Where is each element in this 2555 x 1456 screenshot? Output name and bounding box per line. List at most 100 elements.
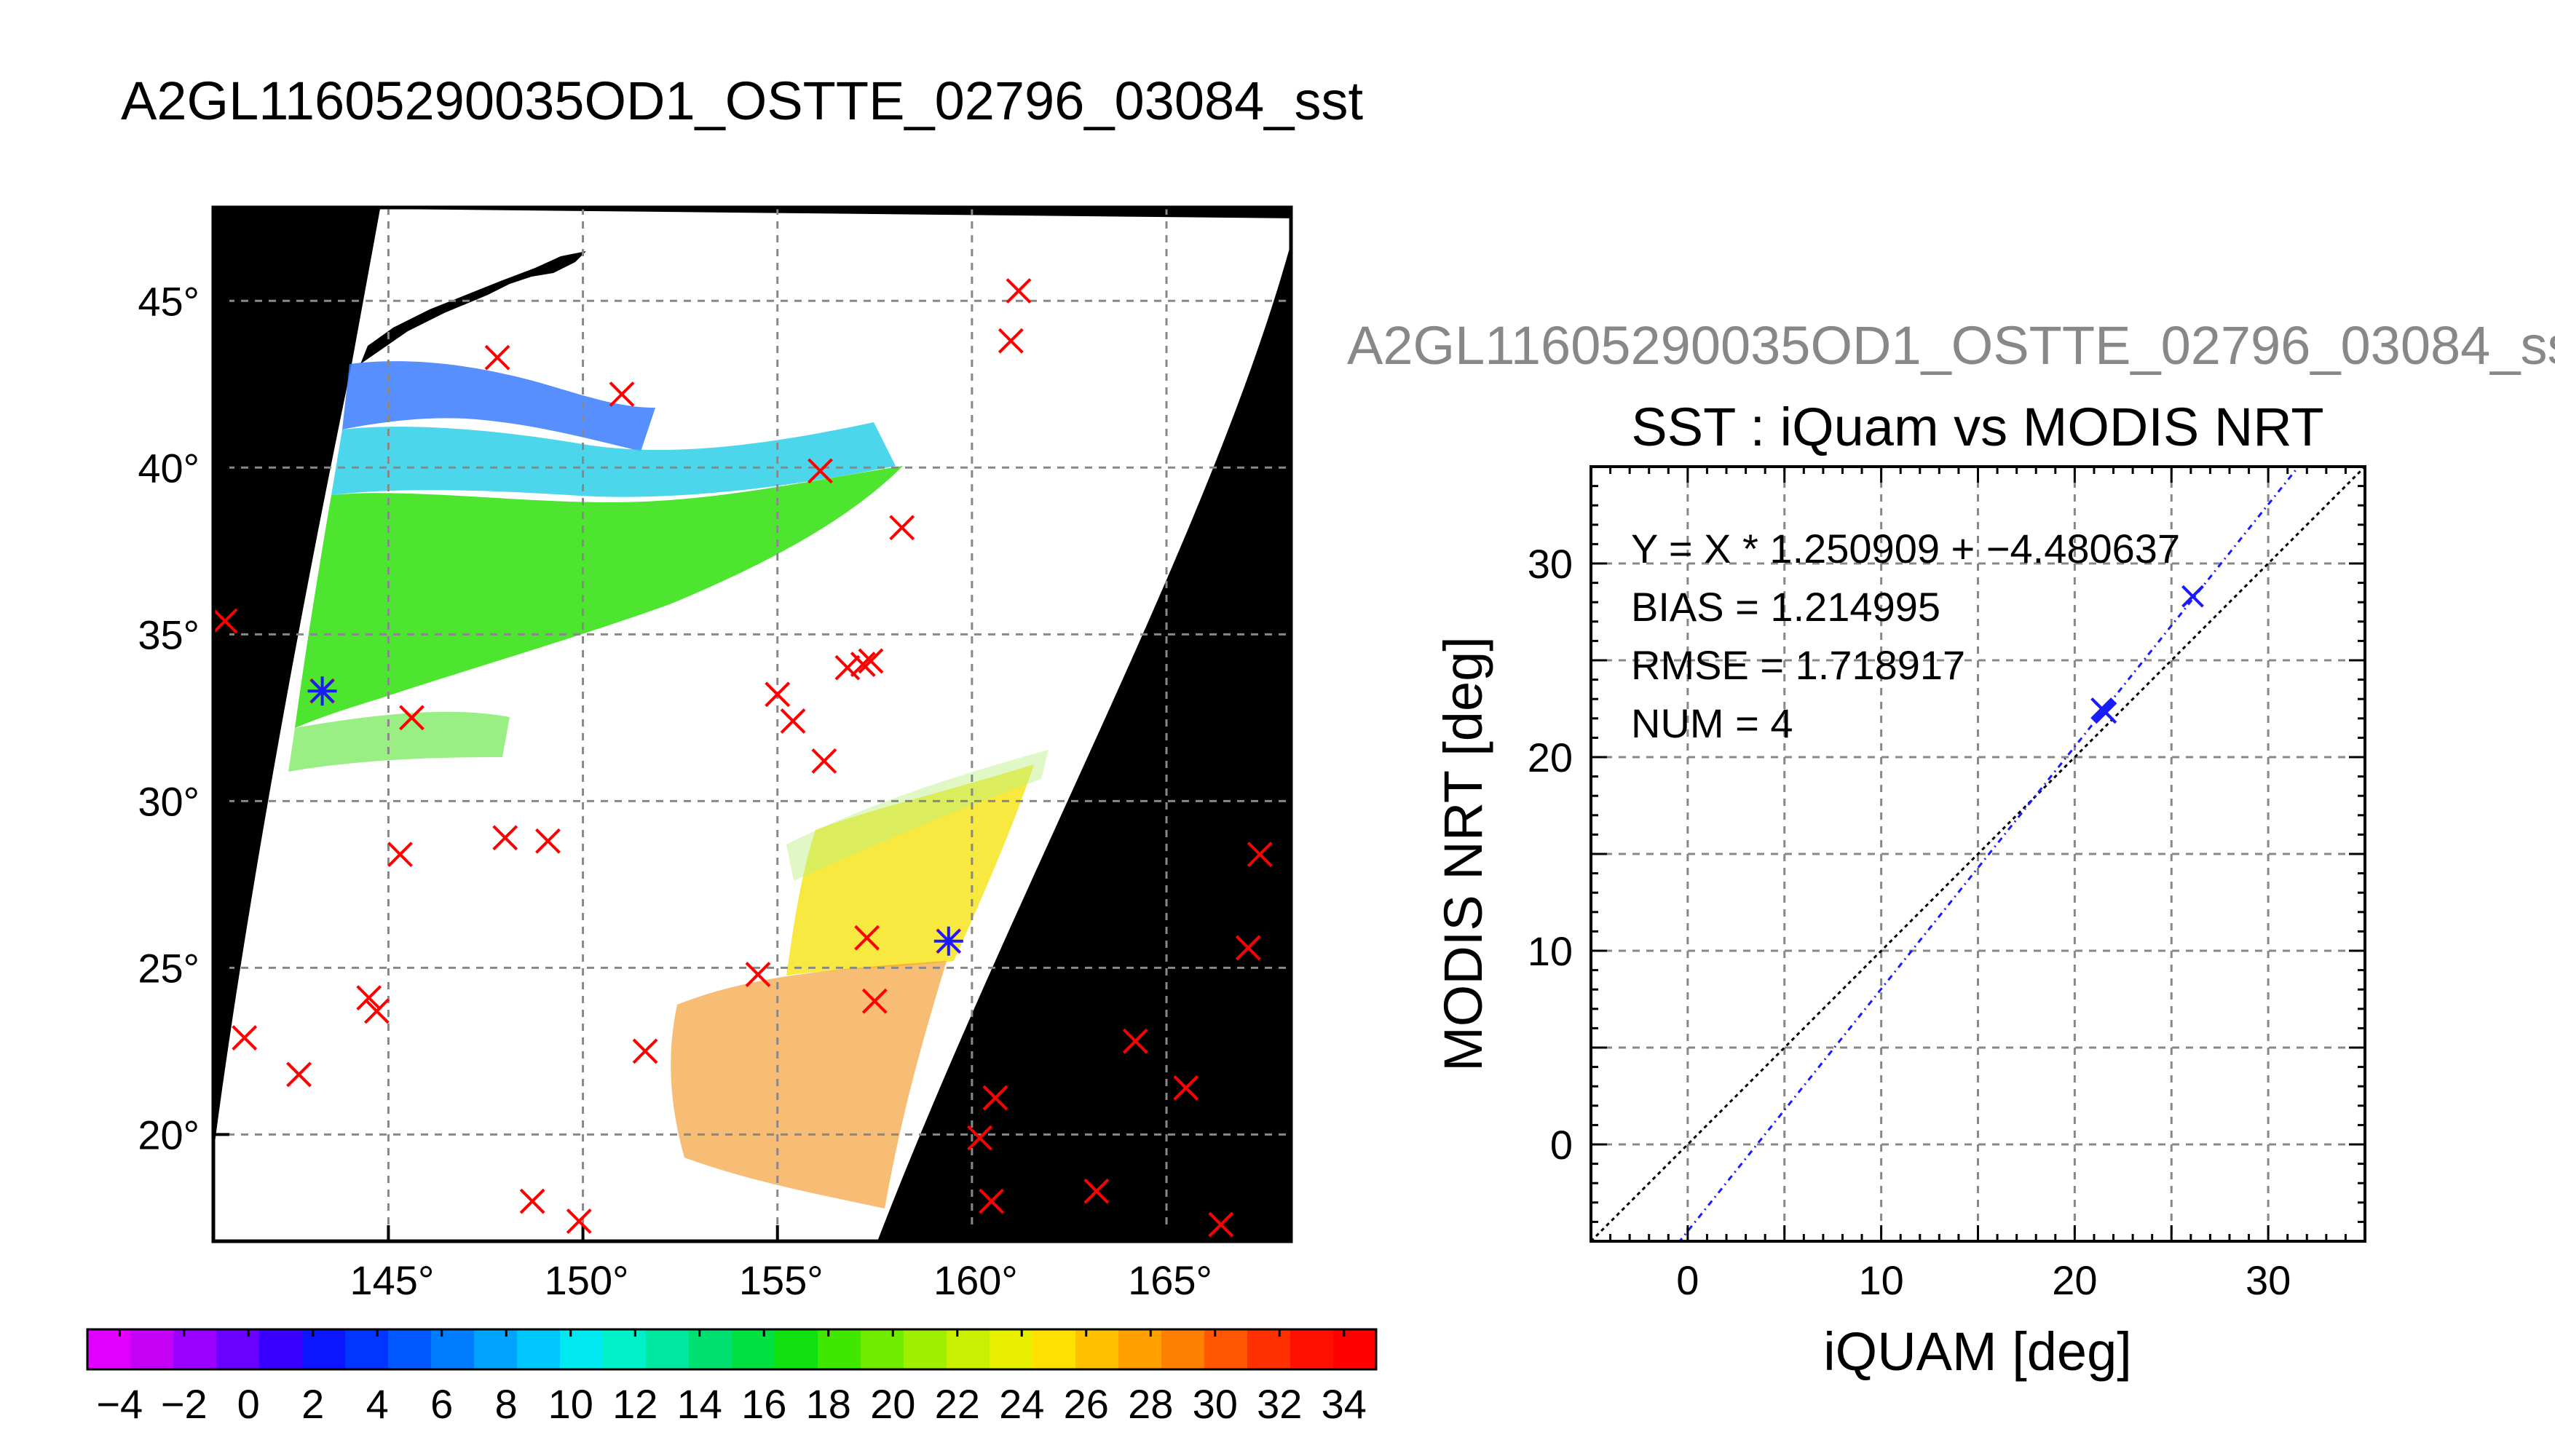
colorbar-tick-label: 16 [741, 1381, 786, 1427]
map-frame [211, 205, 1293, 1243]
main-title: A2GL11605290035OD1_OSTTE_02796_03084_sst [121, 71, 1364, 131]
colorbar-swatch [87, 1329, 131, 1369]
colorbar-tick-label: 26 [1064, 1381, 1109, 1427]
map-background [213, 207, 1291, 1241]
scatter-top-title: A2GL11605290035OD1_OSTTE_02796_03084_sst [1347, 315, 2555, 376]
matched-marker [933, 926, 963, 956]
buoy-marker [982, 1085, 1008, 1111]
buoy-marker [566, 1208, 592, 1234]
buoy-marker [936, 928, 962, 954]
map-ytick-label: 40° [138, 445, 200, 491]
map-xtick-label: 160° [933, 1257, 1018, 1303]
colorbar-tick-label: 30 [1193, 1381, 1238, 1427]
fit-line [1678, 467, 2300, 1241]
buoy-marker [1208, 1211, 1234, 1238]
buoy-marker [834, 654, 861, 681]
scatter-xtick-label: 30 [2246, 1257, 2291, 1303]
buoy-marker [807, 458, 833, 484]
buoy-marker [780, 708, 806, 734]
colorbar-swatch [818, 1329, 861, 1369]
colorbar-tick-label: 2 [301, 1381, 324, 1427]
buoy-marker [1235, 935, 1261, 961]
scatter-stat-line: Y = X * 1.250909 + −4.480637 [1631, 526, 2180, 571]
sst-field-orange [671, 961, 947, 1208]
colorbar-tick-label: 10 [548, 1381, 593, 1427]
sst-field-green [295, 466, 903, 728]
colorbar-tick-label: 28 [1128, 1381, 1173, 1427]
buoy-marker [1247, 842, 1273, 868]
buoy-marker [535, 828, 561, 854]
map-ytick-label: 20° [138, 1112, 200, 1158]
buoy-marker [745, 962, 771, 987]
buoy-marker [232, 1025, 258, 1051]
sst-field-green-light [288, 711, 510, 772]
buoy-marker [979, 1188, 1005, 1214]
colorbar-swatch [861, 1329, 904, 1369]
matched-marker [307, 676, 337, 706]
buoy-marker [998, 328, 1024, 354]
colorbar-swatch [560, 1329, 604, 1369]
buoy-marker [387, 842, 413, 868]
scatter-point [2092, 699, 2115, 722]
scatter-title: SST : iQuam vs MODIS NRT [1631, 397, 2323, 457]
buoy-marker [861, 988, 888, 1014]
buoy-marker [850, 652, 876, 677]
colorbar-swatch [431, 1329, 475, 1369]
buoy-marker [765, 681, 791, 708]
colorbar-tick-label: 4 [366, 1381, 389, 1427]
swath-area [213, 209, 1291, 1241]
map-ytick-label: 45° [138, 278, 200, 324]
buoy-marker [854, 925, 880, 951]
colorbar-swatch [302, 1329, 346, 1369]
colorbar-frame [86, 1328, 1378, 1371]
colorbar-tick-label: 0 [237, 1381, 260, 1427]
colorbar-tick-label: 22 [935, 1381, 980, 1427]
colorbar-swatch [1204, 1329, 1248, 1369]
colorbar-swatch [1247, 1329, 1291, 1369]
colorbar-swatch [345, 1329, 389, 1369]
buoy-marker [484, 344, 510, 371]
map-ytick-label: 30° [138, 778, 200, 824]
swath-edge-notch [360, 251, 586, 364]
scatter-point [2090, 697, 2113, 720]
sst-field-blue [342, 361, 655, 451]
map-xtick-label: 150° [545, 1257, 629, 1303]
scatter-xtick-label: 10 [1858, 1257, 1903, 1303]
map-xtick-label: 155° [739, 1257, 824, 1303]
buoy-marker [363, 998, 390, 1024]
buoy-marker [1083, 1178, 1110, 1204]
colorbar-swatch [732, 1329, 775, 1369]
colorbar-tick-label: −2 [161, 1381, 208, 1427]
scatter-frame [1590, 465, 2366, 1243]
buoy-marker [1006, 278, 1032, 304]
colorbar-tick-label: 8 [495, 1381, 518, 1427]
colorbar-swatch [259, 1329, 303, 1369]
colorbar-swatch [646, 1329, 690, 1369]
colorbar-tick-label: 32 [1257, 1381, 1302, 1427]
colorbar-swatch [775, 1329, 818, 1369]
scatter-ytick-label: 10 [1528, 928, 1573, 974]
colorbar-swatch [130, 1329, 174, 1369]
identity-line [1591, 467, 2365, 1241]
buoy-marker [492, 825, 518, 851]
colorbar-swatch [474, 1329, 518, 1369]
buoy-marker [1122, 1028, 1148, 1054]
buoy-marker [286, 1061, 312, 1088]
scatter-ytick-label: 30 [1528, 541, 1573, 587]
scatter-xtick-label: 0 [1676, 1257, 1699, 1303]
buoy-marker [399, 705, 424, 731]
buoy-marker [811, 748, 837, 774]
colorbar-tick-label: 24 [999, 1381, 1044, 1427]
map-xtick-label: 145° [350, 1257, 435, 1303]
colorbar-tick-label: −4 [96, 1381, 143, 1427]
buoy-marker [1173, 1075, 1199, 1101]
buoy-marker [309, 678, 336, 704]
colorbar-tick-label: 6 [430, 1381, 453, 1427]
buoy-marker [967, 1125, 992, 1151]
sst-field-light-green [786, 750, 1049, 881]
colorbar-swatch [947, 1329, 990, 1369]
map-ytick-label: 25° [138, 945, 200, 991]
scatter-ytick-label: 20 [1528, 735, 1573, 780]
colorbar-swatch [603, 1329, 647, 1369]
